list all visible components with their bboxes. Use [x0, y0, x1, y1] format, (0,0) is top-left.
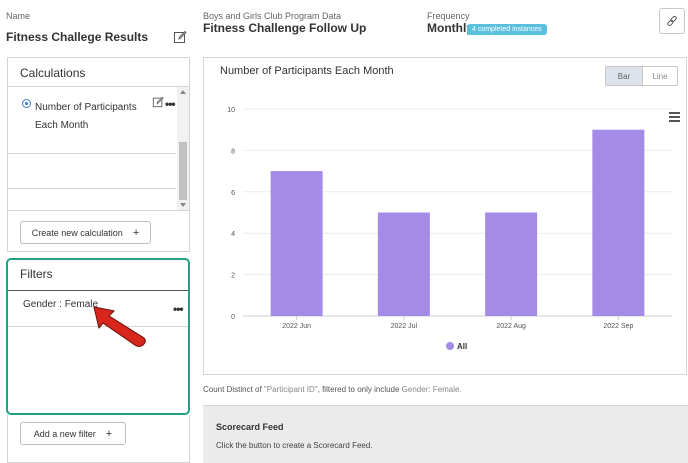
edit-name-icon[interactable]: [173, 30, 187, 44]
bar-2022-sep[interactable]: [592, 129, 645, 316]
program-name: Fitness Challenge Follow Up: [203, 21, 367, 35]
copy-link-button[interactable]: [659, 8, 685, 34]
instances-badge: 4 completed instances: [467, 24, 547, 35]
frequency-value: Monthly: [427, 21, 473, 35]
x-tick-label: 2022 Aug: [496, 323, 526, 330]
add-filter-button[interactable]: Add a new filter +: [20, 422, 126, 445]
link-icon: [667, 15, 677, 27]
calculation-radio[interactable]: [22, 99, 31, 108]
scorecard-title: Scorecard Feed: [216, 422, 284, 432]
y-tick-label: 6: [231, 190, 235, 197]
calculation-label-line2: Each Month: [35, 120, 89, 131]
edit-calculation-icon[interactable]: [152, 96, 164, 108]
calculation-list: Number of Participants Each Month •••: [8, 87, 176, 210]
x-tick-label: 2022 Jul: [391, 323, 418, 330]
filter-more-icon[interactable]: •••: [173, 302, 184, 316]
chart-menu-icon[interactable]: [669, 112, 680, 122]
bar-2022-jun[interactable]: [270, 171, 323, 316]
filters-panel: [6, 258, 190, 415]
create-calculation-label: Create new calculation: [31, 227, 123, 238]
calculation-more-icon[interactable]: •••: [165, 97, 176, 111]
calculation-label-line1: Number of Participants: [35, 102, 137, 113]
description-filter: Gender: Female.: [401, 385, 462, 394]
scroll-up-icon[interactable]: [180, 90, 186, 94]
bar-2022-aug[interactable]: [485, 212, 538, 317]
calculations-title: Calculations: [20, 66, 86, 80]
calculation-item[interactable]: Number of Participants Each Month: [35, 99, 137, 135]
filter-item[interactable]: Gender : Female: [23, 299, 99, 310]
calculations-scrollbar[interactable]: [177, 87, 189, 210]
description-prefix: Count Distinct of: [203, 385, 264, 394]
divider: [8, 153, 176, 154]
y-tick-label: 2: [231, 273, 235, 280]
x-tick-label: 2022 Jun: [282, 323, 311, 330]
divider: [7, 86, 190, 87]
divider: [8, 188, 176, 189]
create-calculation-button[interactable]: Create new calculation +: [20, 221, 151, 244]
scorecard-text: Click the button to create a Scorecard F…: [216, 441, 373, 450]
annotation-arrow-icon: [93, 306, 146, 348]
y-tick-label: 0: [231, 314, 235, 321]
divider: [8, 326, 188, 327]
y-tick-label: 8: [231, 148, 235, 155]
description-mid: , filtered to only include: [317, 385, 402, 394]
legend-item[interactable]: All: [446, 342, 467, 351]
plus-icon: +: [105, 427, 113, 440]
chart-description: Count Distinct of "Participant ID", filt…: [203, 385, 462, 394]
line-toggle[interactable]: Line: [642, 66, 678, 86]
plus-icon: +: [132, 226, 140, 239]
frequency-label: Frequency: [427, 11, 470, 21]
calculations-panel: [7, 57, 190, 252]
x-tick-label: 2022 Sep: [603, 323, 633, 330]
legend-label: All: [457, 342, 467, 351]
description-field: "Participant ID": [263, 385, 318, 394]
program-label: Boys and Girls Club Program Data: [203, 11, 342, 21]
bar-toggle[interactable]: Bar: [605, 66, 643, 86]
y-tick-label: 10: [227, 107, 235, 114]
name-label: Name: [6, 11, 31, 21]
scorecard-panel: Scorecard Feed Click the button to creat…: [203, 405, 688, 463]
report-name: Fitness Challege Results: [6, 30, 149, 44]
divider: [7, 210, 190, 211]
add-filter-label: Add a new filter: [33, 428, 96, 439]
legend-marker: [446, 342, 454, 350]
scrollbar-thumb[interactable]: [179, 142, 187, 200]
bar-2022-jul[interactable]: [377, 212, 430, 317]
chart-title: Number of Participants Each Month: [220, 65, 394, 77]
filters-title: Filters: [20, 267, 53, 281]
scroll-down-icon[interactable]: [180, 203, 186, 207]
divider: [8, 290, 188, 291]
y-tick-label: 4: [231, 231, 235, 238]
